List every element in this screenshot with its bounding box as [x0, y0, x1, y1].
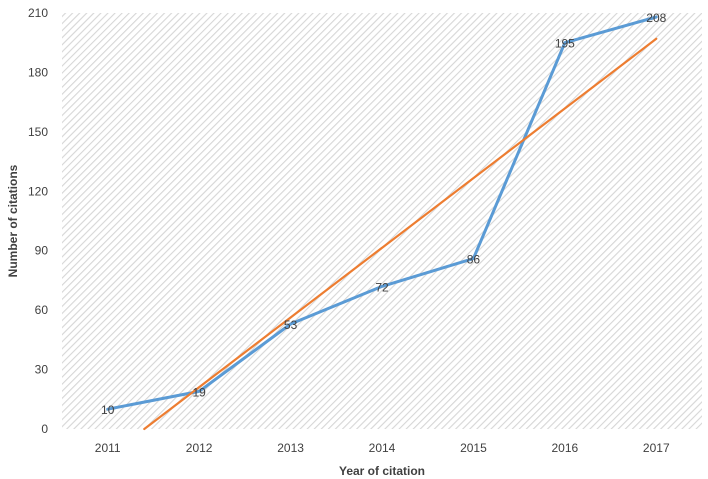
y-tick-label: 180	[28, 65, 48, 79]
x-axis-title: Year of citation	[339, 464, 425, 478]
x-tick-label: 2012	[186, 441, 213, 455]
data-label: 10	[101, 403, 115, 417]
x-tick-label: 2013	[277, 441, 304, 455]
x-tick-label: 2015	[460, 441, 487, 455]
x-tick-label: 2011	[95, 441, 121, 455]
y-tick-label: 0	[41, 422, 48, 436]
y-axis-title: Number of citations	[6, 164, 20, 277]
y-tick-label: 120	[28, 184, 48, 198]
x-tick-label: 2016	[552, 441, 579, 455]
y-tick-label: 30	[35, 363, 49, 377]
y-axis-ticks: 0 30 60 90 120 150 180 210	[28, 6, 48, 436]
data-label: 53	[284, 318, 298, 332]
data-label: 195	[555, 37, 575, 51]
plot-lines	[106, 15, 658, 431]
x-tick-label: 2014	[369, 441, 396, 455]
x-axis-ticks: 2011 2012 2013 2014 2015 2016 2017	[95, 441, 670, 455]
data-label: 208	[646, 11, 666, 25]
plot-area	[62, 13, 702, 429]
y-tick-label: 210	[28, 6, 48, 20]
y-tick-label: 150	[28, 125, 48, 139]
y-tick-label: 60	[35, 303, 49, 317]
x-tick-label: 2017	[643, 441, 670, 455]
trendline	[143, 37, 658, 431]
data-label: 19	[192, 385, 206, 399]
y-tick-label: 90	[35, 244, 49, 258]
data-label: 72	[375, 280, 389, 294]
data-label: 86	[467, 253, 481, 267]
data-labels: 10 19 53 72 86 195 208	[101, 11, 667, 417]
series-line	[106, 15, 658, 411]
